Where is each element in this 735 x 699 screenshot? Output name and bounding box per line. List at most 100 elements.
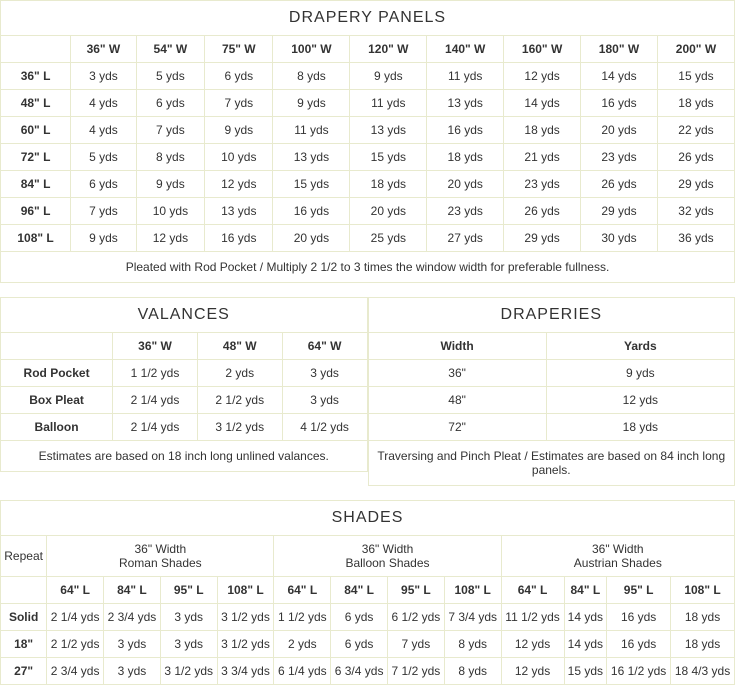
valances-title: VALANCES: [1, 298, 368, 333]
cell: 15 yds: [657, 63, 734, 90]
drapery-panels-note: Pleated with Rod Pocket / Multiply 2 1/2…: [1, 252, 735, 283]
row-label: 18": [1, 631, 47, 658]
cell: 36 yds: [657, 225, 734, 252]
col-header: 180" W: [581, 36, 658, 63]
table-row: 36" L3 yds5 yds6 yds8 yds9 yds11 yds12 y…: [1, 63, 735, 90]
table-row: 60" L4 yds7 yds9 yds11 yds13 yds16 yds18…: [1, 117, 735, 144]
cell: 8 yds: [444, 631, 501, 658]
valances-header-row: 36" W 48" W 64" W: [1, 333, 368, 360]
cell: 20 yds: [427, 171, 504, 198]
cell: 29 yds: [581, 198, 658, 225]
cell: 6 yds: [71, 171, 137, 198]
cell: 2 1/2 yds: [47, 631, 104, 658]
table-row: 84" L6 yds9 yds12 yds15 yds18 yds20 yds2…: [1, 171, 735, 198]
cell: 12 yds: [501, 631, 564, 658]
col-header: 84" L: [104, 577, 161, 604]
cell: 3 yds: [71, 63, 137, 90]
cell: 12 yds: [504, 63, 581, 90]
cell: 20 yds: [581, 117, 658, 144]
row-label: 60" L: [1, 117, 71, 144]
cell: 9 yds: [350, 63, 427, 90]
table-row: 36"9 yds: [368, 360, 735, 387]
cell: 3 yds: [282, 387, 367, 414]
drapery-panels-header-row: 36" W 54" W 75" W 100" W 120" W 140" W 1…: [1, 36, 735, 63]
col-header: 100" W: [273, 36, 350, 63]
cell: 6 1/2 yds: [388, 604, 445, 631]
cell: 18 yds: [671, 631, 735, 658]
cell: 5 yds: [71, 144, 137, 171]
group-header: 36" Width Balloon Shades: [274, 536, 501, 577]
cell: 30 yds: [581, 225, 658, 252]
cell: 3 yds: [282, 360, 367, 387]
col-header: Width: [368, 333, 546, 360]
cell: 26 yds: [504, 198, 581, 225]
cell: 5 yds: [136, 63, 204, 90]
cell: 3 yds: [160, 631, 217, 658]
col-header: 36" W: [113, 333, 198, 360]
cell: 9 yds: [136, 171, 204, 198]
cell: 16 yds: [273, 198, 350, 225]
col-header: 120" W: [350, 36, 427, 63]
cell: 9 yds: [71, 225, 137, 252]
cell: 3 1/2 yds: [217, 631, 274, 658]
cell: 4 1/2 yds: [282, 414, 367, 441]
cell: 2 1/4 yds: [47, 604, 104, 631]
row-label: Rod Pocket: [1, 360, 113, 387]
repeat-label: Repeat: [1, 536, 47, 577]
cell: 11 yds: [427, 63, 504, 90]
shades-length-row: 64" L 84" L 95" L 108" L 64" L 84" L 95"…: [1, 577, 735, 604]
row-label: 108" L: [1, 225, 71, 252]
drapery-panels-title: DRAPERY PANELS: [1, 1, 735, 36]
cell: 12 yds: [546, 387, 734, 414]
col-header: 95" L: [607, 577, 671, 604]
cell: 23 yds: [504, 171, 581, 198]
cell: 29 yds: [657, 171, 734, 198]
cell: 2 3/4 yds: [104, 604, 161, 631]
cell: 18 yds: [671, 604, 735, 631]
cell: 4 yds: [71, 90, 137, 117]
cell: 13 yds: [205, 198, 273, 225]
cell: 1 1/2 yds: [113, 360, 198, 387]
cell: 2 yds: [197, 360, 282, 387]
cell: 7 yds: [388, 631, 445, 658]
cell: 2 1/4 yds: [113, 414, 198, 441]
col-header: 64" W: [282, 333, 367, 360]
cell: 2 3/4 yds: [47, 658, 104, 685]
cell: 3 yds: [160, 604, 217, 631]
cell: 26 yds: [581, 171, 658, 198]
cell: 3 1/2 yds: [160, 658, 217, 685]
cell: 18 4/3 yds: [671, 658, 735, 685]
cell: 11 yds: [350, 90, 427, 117]
cell: 14 yds: [564, 604, 607, 631]
cell: 7 3/4 yds: [444, 604, 501, 631]
col-header: Yards: [546, 333, 734, 360]
row-label: 72" L: [1, 144, 71, 171]
col-header: 64" L: [47, 577, 104, 604]
blank-cell: [1, 577, 47, 604]
cell: 32 yds: [657, 198, 734, 225]
cell: 20 yds: [350, 198, 427, 225]
drapery-panels-table: DRAPERY PANELS 36" W 54" W 75" W 100" W …: [0, 0, 735, 283]
cell: 6 yds: [136, 90, 204, 117]
cell: 10 yds: [136, 198, 204, 225]
table-row: 48" L4 yds6 yds7 yds9 yds11 yds13 yds14 …: [1, 90, 735, 117]
cell: 23 yds: [427, 198, 504, 225]
col-header: 64" L: [274, 577, 331, 604]
col-header: 64" L: [501, 577, 564, 604]
cell: 15 yds: [350, 144, 427, 171]
row-label: 48" L: [1, 90, 71, 117]
cell: 20 yds: [273, 225, 350, 252]
cell: 2 1/2 yds: [197, 387, 282, 414]
cell: 2 1/4 yds: [113, 387, 198, 414]
cell: 8 yds: [444, 658, 501, 685]
cell: 8 yds: [273, 63, 350, 90]
cell: 23 yds: [581, 144, 658, 171]
cell: 36": [368, 360, 546, 387]
table-row: Solid2 1/4 yds2 3/4 yds3 yds3 1/2 yds1 1…: [1, 604, 735, 631]
table-row: 18"2 1/2 yds3 yds3 yds3 1/2 yds2 yds6 yd…: [1, 631, 735, 658]
cell: 8 yds: [136, 144, 204, 171]
table-row: 72" L5 yds8 yds10 yds13 yds15 yds18 yds2…: [1, 144, 735, 171]
blank-cell: [1, 333, 113, 360]
table-row: 108" L9 yds12 yds16 yds20 yds25 yds27 yd…: [1, 225, 735, 252]
row-label: Balloon: [1, 414, 113, 441]
